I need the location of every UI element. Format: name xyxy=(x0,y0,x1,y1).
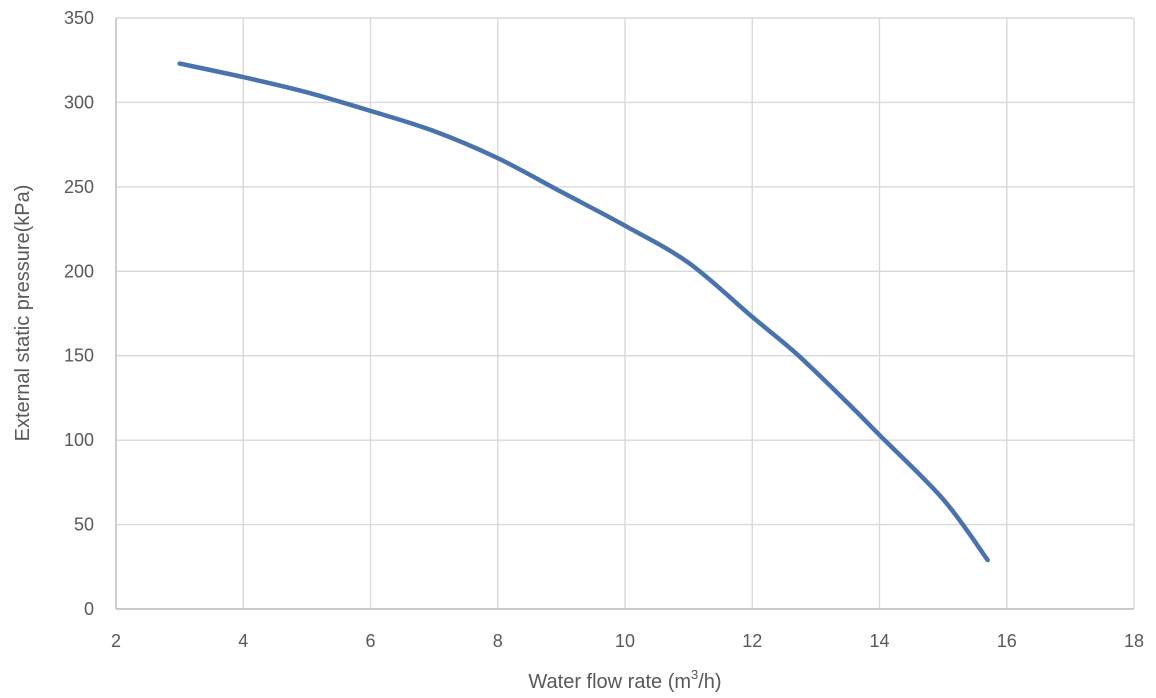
x-tick-label-2: 6 xyxy=(365,631,375,651)
x-tick-label-7: 16 xyxy=(997,631,1017,651)
y-tick-label-4: 200 xyxy=(64,261,94,281)
grid-layer xyxy=(115,17,1135,610)
y-tick-label-6: 300 xyxy=(64,92,94,112)
y-tick-label-5: 250 xyxy=(64,177,94,197)
y-tick-label-1: 50 xyxy=(74,515,94,535)
y-axis-title: External static pressure(kPa) xyxy=(12,185,34,442)
y-tick-label-2: 100 xyxy=(64,430,94,450)
tick-layer: 2 4 6 8 10 12 14 16 18 0 50 100 150 200 250 300 350 xyxy=(64,8,1144,651)
x-tick-label-3: 8 xyxy=(493,631,503,651)
axis-layer xyxy=(115,18,1134,610)
series-layer xyxy=(177,61,990,563)
x-tick-label-5: 12 xyxy=(742,631,762,651)
x-axis-title-suffix: /h) xyxy=(698,671,721,693)
x-tick-label-1: 4 xyxy=(238,631,248,651)
y-tick-label-3: 150 xyxy=(64,346,94,366)
x-axis-title: Water flow rate (m3/h) xyxy=(528,667,721,693)
series-line-0 xyxy=(177,61,990,563)
y-tick-label-7: 350 xyxy=(64,8,94,28)
x-axis-title-prefix: Water flow rate (m xyxy=(528,671,691,693)
y-tick-label-0: 0 xyxy=(84,599,94,619)
x-tick-label-0: 2 xyxy=(111,631,121,651)
x-axis-title-superscript: 3 xyxy=(691,667,698,682)
x-tick-label-6: 14 xyxy=(869,631,889,651)
x-tick-label-4: 10 xyxy=(615,631,635,651)
x-tick-label-8: 18 xyxy=(1124,631,1144,651)
